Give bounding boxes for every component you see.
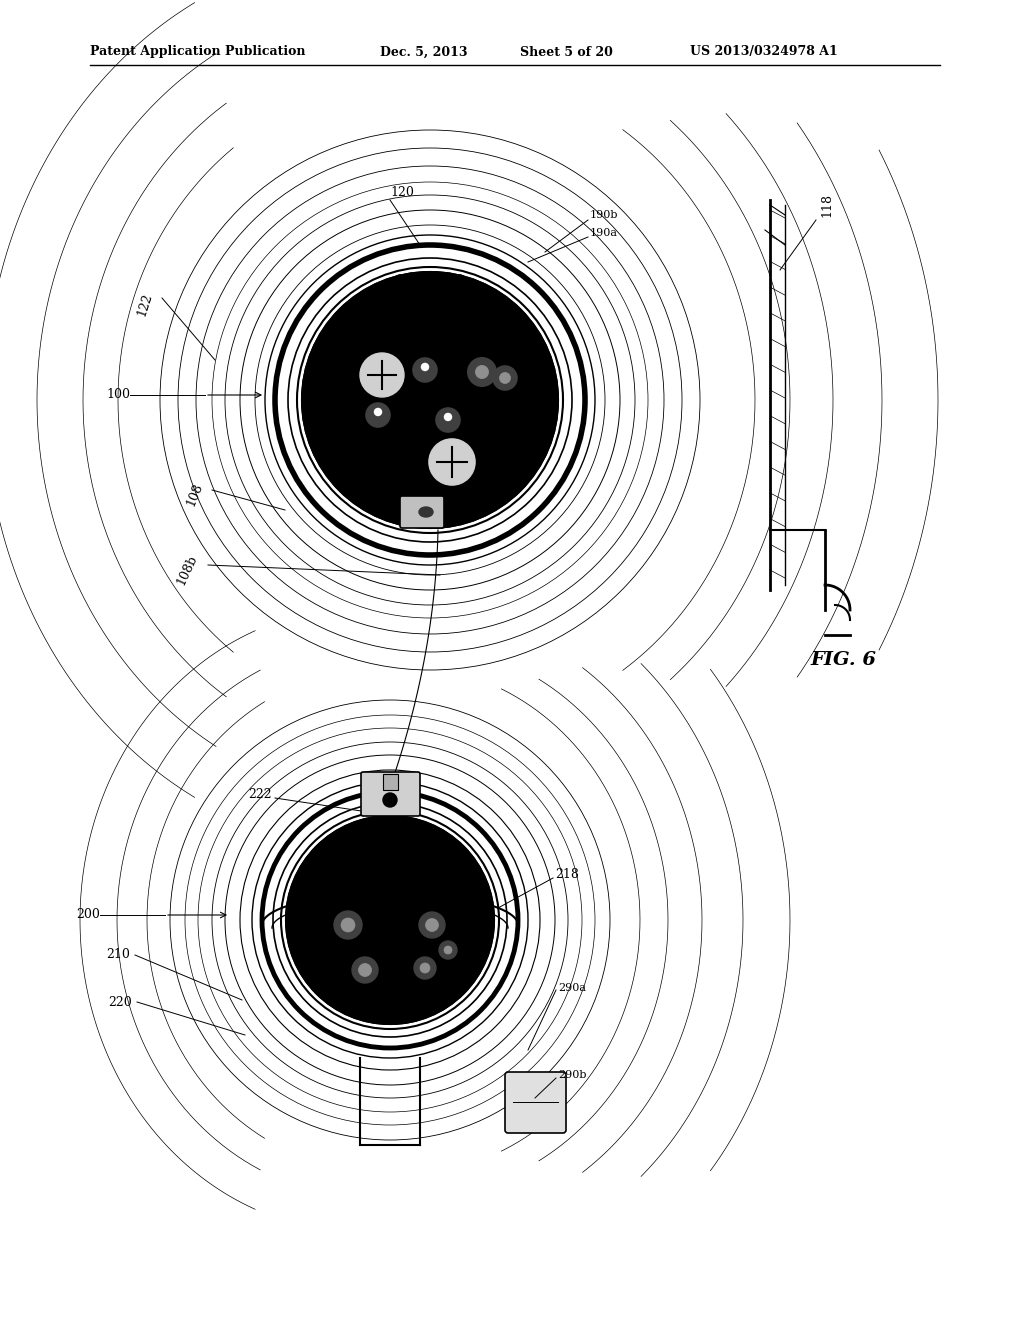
Circle shape	[374, 859, 406, 891]
Text: 290a: 290a	[558, 983, 586, 993]
Circle shape	[421, 363, 429, 371]
Text: 108: 108	[184, 482, 205, 508]
Text: Dec. 5, 2013: Dec. 5, 2013	[380, 45, 468, 58]
Circle shape	[414, 957, 436, 979]
Text: 122: 122	[135, 292, 155, 318]
Circle shape	[286, 816, 494, 1024]
Circle shape	[360, 352, 404, 397]
Text: 120: 120	[390, 186, 414, 198]
Circle shape	[419, 912, 445, 939]
Text: Patent Application Publication: Patent Application Publication	[90, 45, 305, 58]
Circle shape	[443, 413, 453, 421]
Text: 220: 220	[109, 995, 132, 1008]
Text: 210: 210	[106, 949, 130, 961]
Circle shape	[429, 438, 475, 486]
Circle shape	[420, 964, 430, 973]
Circle shape	[358, 964, 372, 977]
Circle shape	[381, 919, 399, 937]
Circle shape	[366, 403, 390, 428]
Circle shape	[381, 866, 399, 884]
Text: 290b: 290b	[558, 1071, 587, 1080]
Text: 200: 200	[76, 908, 100, 921]
Circle shape	[341, 917, 355, 932]
Circle shape	[444, 946, 452, 954]
Text: 190b: 190b	[590, 210, 618, 220]
Circle shape	[439, 941, 457, 960]
Circle shape	[475, 366, 488, 379]
FancyBboxPatch shape	[361, 772, 420, 816]
Circle shape	[374, 408, 382, 416]
Text: 218: 218	[555, 869, 579, 882]
Text: Sheet 5 of 20: Sheet 5 of 20	[520, 45, 613, 58]
FancyBboxPatch shape	[400, 496, 444, 528]
Ellipse shape	[419, 507, 433, 517]
Circle shape	[426, 919, 438, 932]
Text: 118: 118	[820, 193, 833, 216]
Text: US 2013/0324978 A1: US 2013/0324978 A1	[690, 45, 838, 58]
Text: 222: 222	[249, 788, 272, 801]
Circle shape	[468, 358, 497, 387]
Circle shape	[373, 911, 407, 945]
Bar	[383, 774, 398, 789]
Circle shape	[493, 366, 517, 391]
Circle shape	[334, 911, 362, 939]
Circle shape	[436, 408, 460, 432]
Circle shape	[302, 272, 558, 528]
Text: 190a: 190a	[590, 228, 618, 238]
Text: FIG. 6: FIG. 6	[810, 651, 876, 669]
Circle shape	[352, 957, 378, 983]
Circle shape	[413, 358, 437, 381]
FancyBboxPatch shape	[505, 1072, 566, 1133]
Text: 108b: 108b	[175, 553, 200, 587]
Circle shape	[383, 793, 397, 807]
Circle shape	[500, 372, 511, 384]
Text: 100: 100	[106, 388, 130, 401]
